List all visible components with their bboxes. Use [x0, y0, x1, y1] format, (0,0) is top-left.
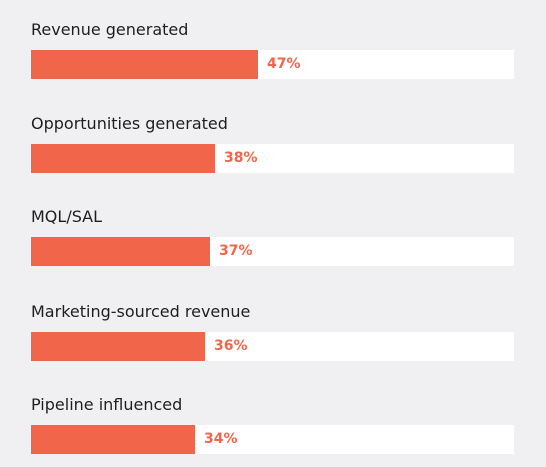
value-label: 37%: [219, 243, 253, 259]
category-label: Revenue generated: [31, 20, 189, 39]
bar-track: 38%: [31, 144, 514, 173]
category-label: Marketing-sourced revenue: [31, 302, 251, 321]
bar-track: 47%: [31, 50, 514, 79]
bar: [31, 50, 258, 79]
value-label: 36%: [214, 338, 248, 354]
category-label: MQL/SAL: [31, 207, 103, 226]
bar-track: 34%: [31, 425, 514, 454]
bar: [31, 332, 205, 361]
bar: [31, 425, 195, 454]
value-label: 47%: [267, 56, 301, 72]
bar: [31, 237, 210, 266]
bar: [31, 144, 215, 173]
value-label: 34%: [204, 431, 238, 447]
bar-track: 37%: [31, 237, 514, 266]
category-label: Opportunities generated: [31, 114, 228, 133]
category-label: Pipeline influenced: [31, 395, 183, 414]
value-label: 38%: [224, 150, 258, 166]
bar-track: 36%: [31, 332, 514, 361]
